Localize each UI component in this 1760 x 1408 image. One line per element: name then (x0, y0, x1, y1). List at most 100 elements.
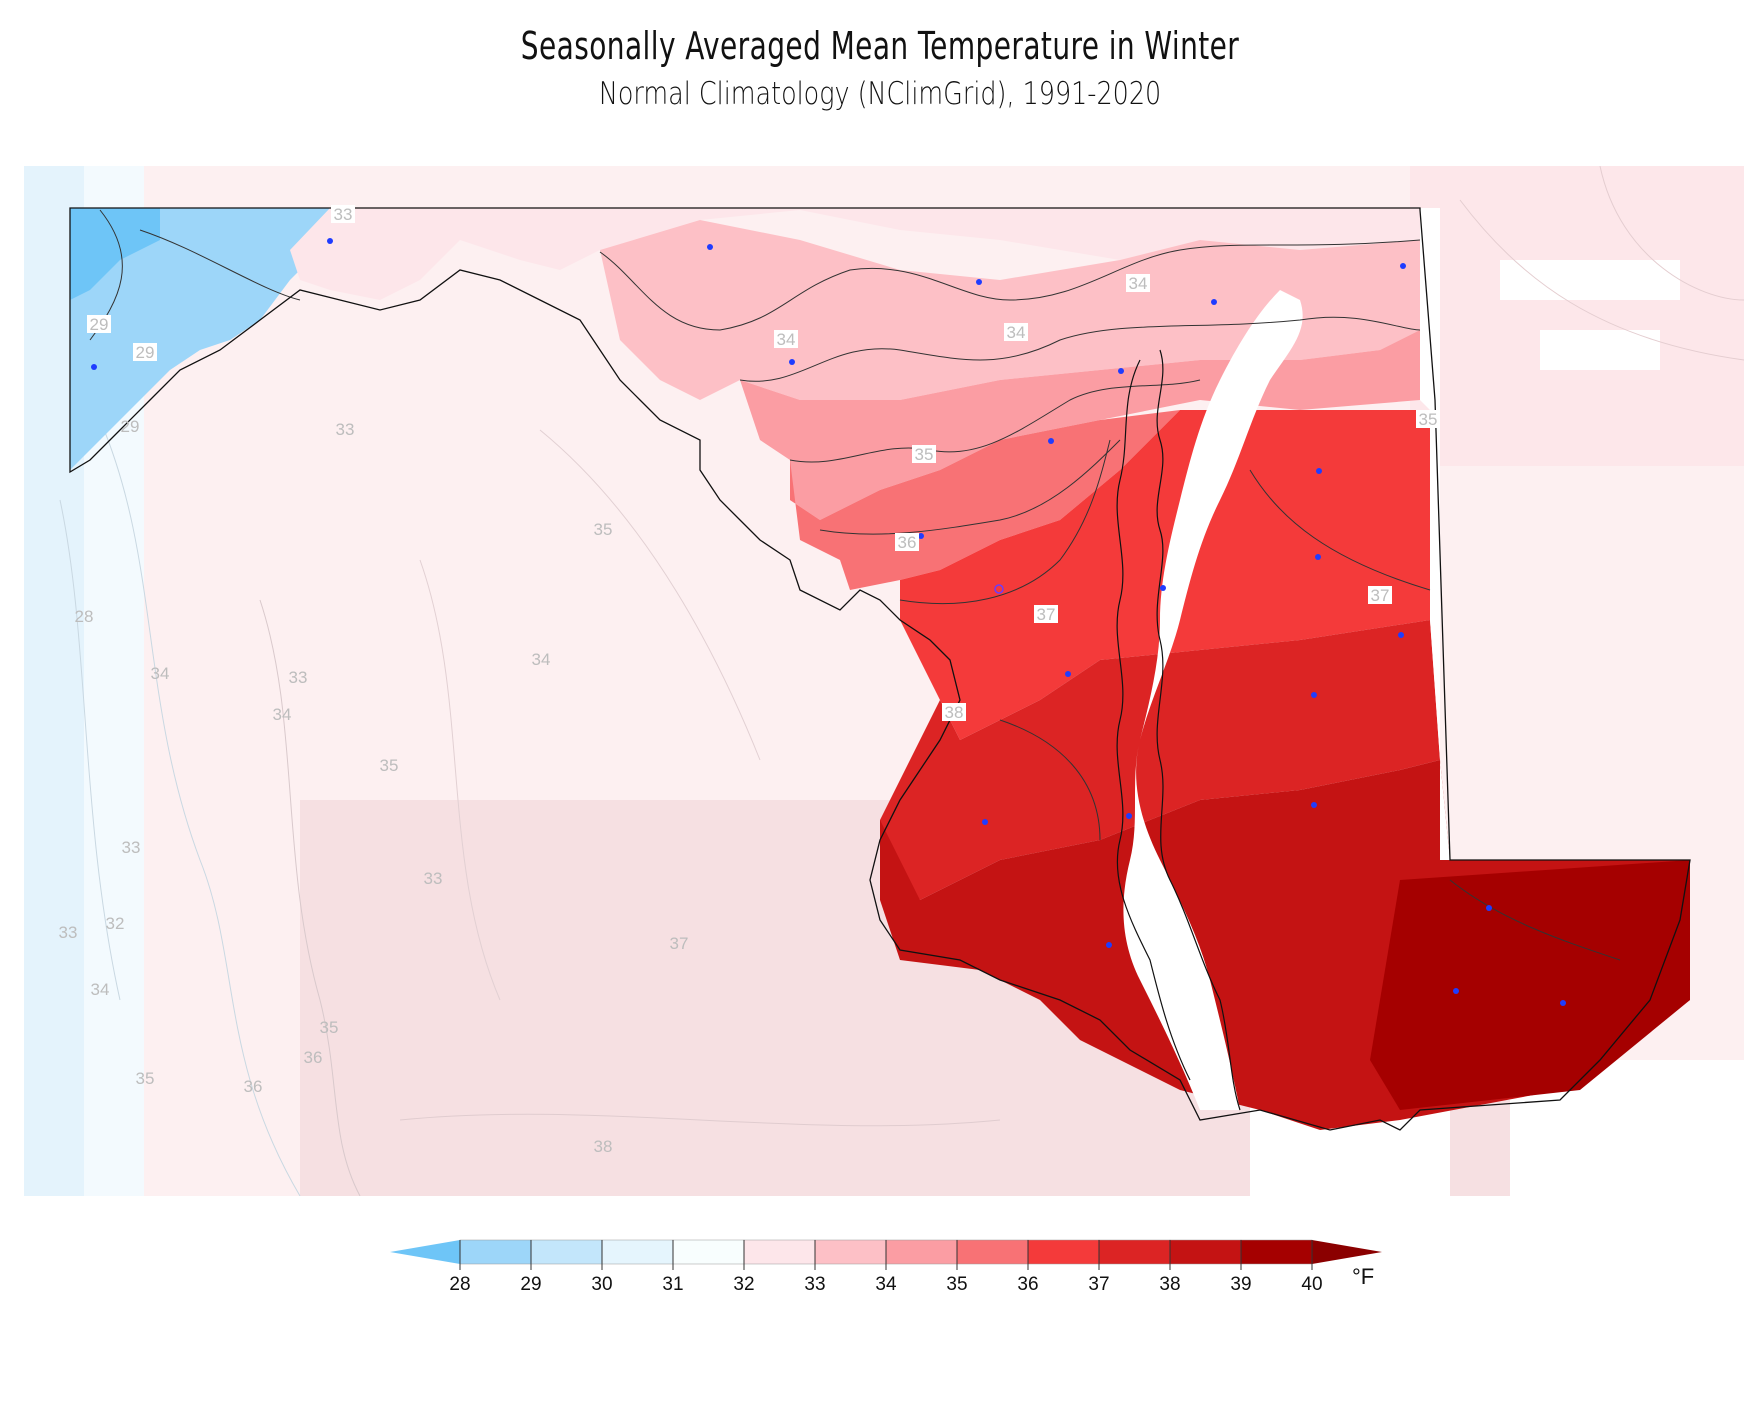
contour-label: 36 (304, 1048, 323, 1067)
station-dot (1311, 802, 1317, 808)
colorbar-tick-label: 38 (1159, 1274, 1180, 1295)
contour-label: 35 (594, 520, 613, 539)
station-dot (1118, 368, 1124, 374)
colorbar-arrow-high (1312, 1240, 1382, 1264)
station-dot (1315, 554, 1321, 560)
chart-subtitle: Normal Climatology (NClimGrid), 1991-202… (598, 76, 1162, 112)
station-dot (1065, 671, 1071, 677)
station-dot (1311, 692, 1317, 698)
colorbar-segment (1027, 1239, 1100, 1265)
zone-28 (70, 208, 160, 300)
colorbar-arrow-low (390, 1240, 460, 1264)
contour-label: 33 (334, 205, 353, 224)
station-dot (1398, 632, 1404, 638)
contour-label: 35 (320, 1018, 339, 1037)
contour-label: 32 (106, 914, 125, 933)
colorbar-tick-label: 29 (520, 1274, 541, 1295)
zone-34 (600, 220, 1420, 400)
contour-label: 36 (898, 533, 917, 552)
colorbar-segment (459, 1239, 532, 1265)
station-dot (1048, 438, 1054, 444)
colorbar-segment (743, 1239, 816, 1265)
outside-contour-labels: 33 35 28 34 33 34 35 34 33 33 32 33 34 3… (59, 420, 689, 1156)
contour-label: 33 (336, 420, 355, 439)
station-dot (1316, 468, 1322, 474)
contour-label: 33 (289, 668, 308, 687)
colorbar-unit: °F (1352, 1264, 1374, 1289)
contour-label: 35 (915, 445, 934, 464)
station-dot (789, 359, 795, 365)
colorbar-segment (1169, 1239, 1242, 1265)
contour-label: 34 (151, 664, 170, 683)
station-dot (976, 279, 982, 285)
station-dot (1400, 263, 1406, 269)
contour-label: 34 (532, 650, 551, 669)
contour-label: 34 (273, 705, 292, 724)
contour-label: 35 (1419, 410, 1438, 429)
colorbar-segment (885, 1239, 958, 1265)
zone-33 (290, 208, 1420, 300)
contour-label: 33 (59, 923, 78, 942)
contour-label: 35 (136, 1069, 155, 1088)
bay-east-shore (1156, 349, 1241, 1111)
contour-label: 35 (380, 756, 399, 775)
colorbar-segment (956, 1239, 1029, 1265)
colorbar-tick-label: 35 (946, 1274, 967, 1295)
colorbar: 28 29 30 31 32 33 34 35 36 37 38 39 40 °F (390, 1239, 1382, 1295)
contour-label: 34 (777, 330, 796, 349)
title-block: Seasonally Averaged Mean Temperature in … (0, 24, 1760, 112)
colorbar-segment (814, 1239, 887, 1265)
station-dot (1160, 585, 1166, 591)
colorbar-tick-label: 32 (733, 1274, 754, 1295)
colorbar-tick-label: 31 (662, 1274, 683, 1295)
contour-label: 33 (122, 838, 141, 857)
station-dot (1211, 299, 1217, 305)
colorbar-tick-label: 33 (804, 1274, 825, 1295)
delaware-gap (1420, 208, 1450, 860)
colorbar-tick-label: 40 (1301, 1274, 1322, 1295)
contour-label: 37 (670, 934, 689, 953)
zone-29 (70, 208, 330, 470)
contour-label: 29 (90, 315, 109, 334)
station-points (91, 238, 1566, 1006)
inside-contour-labels: 33 34 34 34 35 36 37 37 38 29 29 29 35 (87, 205, 1440, 722)
contour-label: 29 (136, 343, 155, 362)
station-dot (1453, 988, 1459, 994)
station-dot (327, 238, 333, 244)
chart-title: Seasonally Averaged Mean Temperature in … (520, 24, 1240, 68)
state-outline (69, 207, 1691, 1131)
contour-label: 38 (945, 703, 964, 722)
colorbar-segment (1240, 1239, 1313, 1265)
station-dot (707, 244, 713, 250)
contour-label: 37 (1037, 605, 1056, 624)
station-dot (1106, 942, 1112, 948)
station-dot (1486, 905, 1492, 911)
colorbar-segment (1098, 1239, 1171, 1265)
colorbar-segment (530, 1239, 603, 1265)
contour-label: 38 (594, 1137, 613, 1156)
state-temperature-field (70, 208, 1690, 1130)
station-dot (91, 364, 97, 370)
colorbar-tick-label: 39 (1230, 1274, 1251, 1295)
station-dot (1126, 813, 1132, 819)
contour-label: 34 (1129, 274, 1148, 293)
state-contours (89, 209, 1621, 961)
colorbar-tick-label: 36 (1017, 1274, 1038, 1295)
zone-36 (790, 410, 1180, 590)
contour-label: 28 (75, 607, 94, 626)
station-dot (918, 533, 924, 539)
contour-label: 34 (91, 980, 110, 999)
station-ring (994, 584, 1004, 594)
station-dot (1560, 1000, 1566, 1006)
colorbar-segment (601, 1239, 674, 1265)
colorbar-tick-label: 30 (591, 1274, 612, 1295)
contour-label: 33 (424, 869, 443, 888)
colorbar-tick-label: 34 (875, 1274, 897, 1295)
colorbar-tick-label: 37 (1088, 1274, 1109, 1295)
chesapeake-bay (1123, 290, 1303, 1110)
colorbar-segment (672, 1239, 745, 1265)
contour-label: 34 (1007, 323, 1026, 342)
contour-label: 37 (1371, 586, 1390, 605)
contour-label: 29 (121, 417, 140, 436)
